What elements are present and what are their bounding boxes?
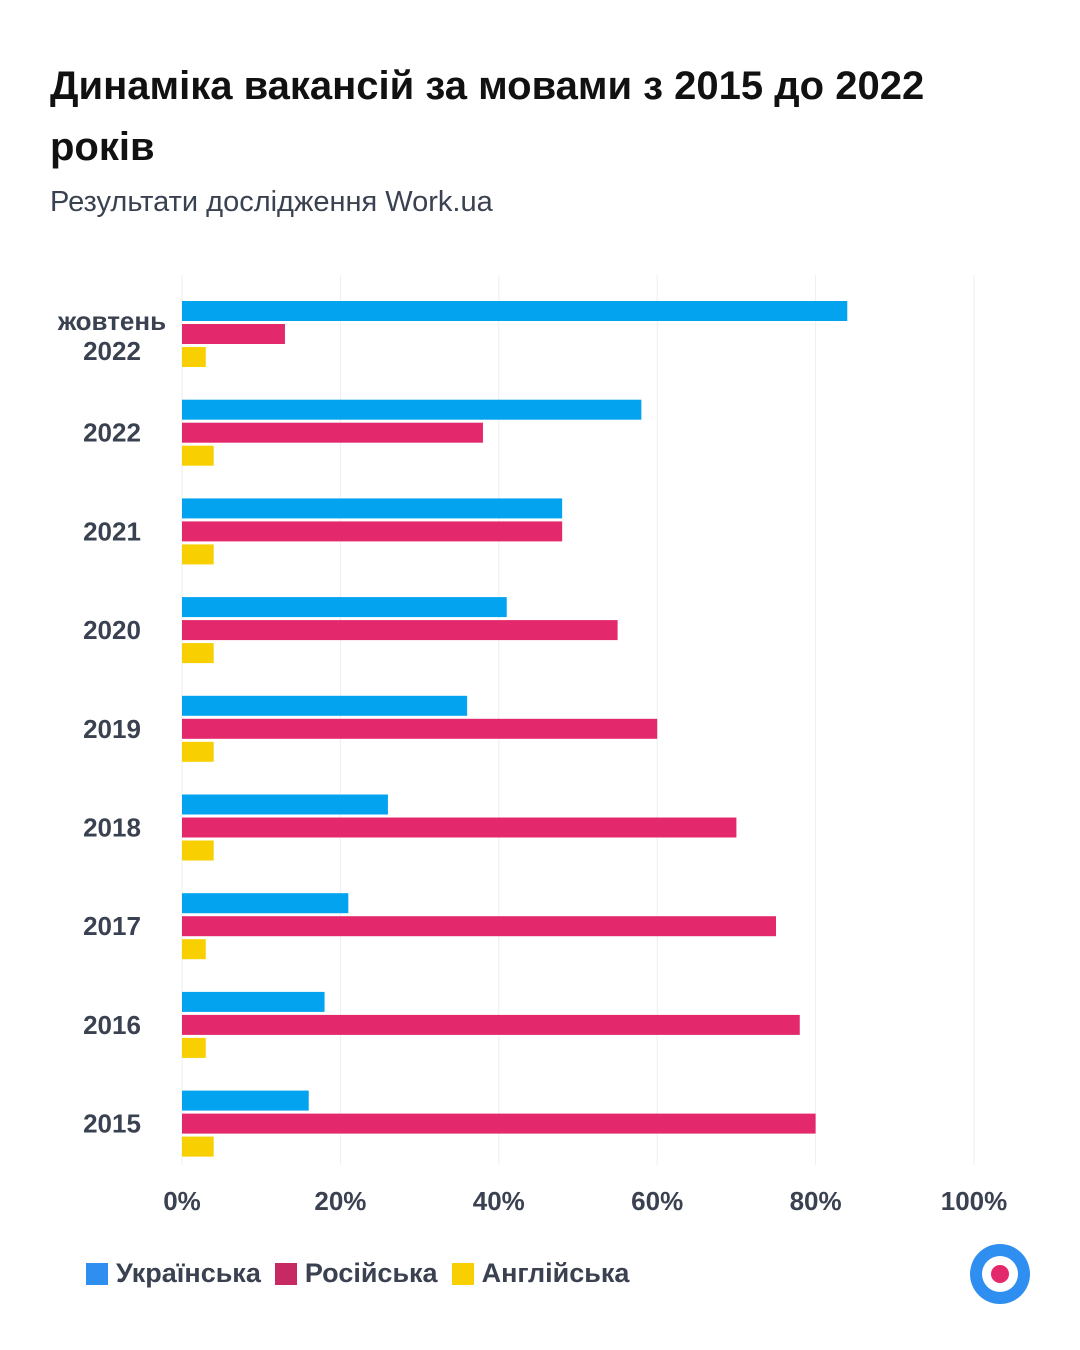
legend-item-english: Англійська [451,1258,630,1289]
category-label: 2017 [83,911,141,941]
workua-logo-icon [970,1244,1030,1304]
category-label: 2020 [83,615,141,645]
legend-item-russian: Російська [274,1258,438,1289]
bar-english [182,1136,214,1157]
bar-ukrainian [182,794,388,815]
bar-english [182,741,214,762]
legend-label: Англійська [481,1258,630,1288]
category-label: 2021 [83,516,141,546]
bar-ukrainian [182,498,563,519]
category-label: 2016 [83,1010,141,1040]
bar-english [182,840,214,861]
category-label: 2018 [83,813,141,843]
bar-russian [182,1113,816,1134]
bar-russian [182,817,737,838]
legend-label: Російська [304,1258,438,1288]
bar-ukrainian [182,893,349,914]
legend-swatch [451,1262,474,1285]
category-label: жовтень [57,306,166,336]
bar-english [182,939,206,960]
bar-russian [182,324,285,344]
legend-item-ukrainian: Українська [86,1258,261,1289]
bar-english [182,347,206,367]
bar-russian [182,620,618,641]
legend: Українська Російська Англійська [86,1258,629,1289]
bar-ukrainian [182,991,325,1012]
legend-label: Українська [116,1258,261,1288]
bar-english [182,1037,206,1058]
x-tick-label: 100% [941,1186,1008,1216]
bar-english [182,445,214,466]
bar-ukrainian [182,695,468,716]
bar-ukrainian [182,399,642,420]
legend-swatch [86,1262,108,1285]
x-tick-label: 20% [314,1186,366,1216]
category-label: 2022 [83,336,141,366]
chart-subtitle: Результати дослідження Work.ua [50,186,493,218]
x-tick-label: 0% [163,1186,201,1216]
bar-russian [182,718,658,739]
category-label: 2015 [83,1109,141,1139]
bar-russian [182,916,776,937]
x-tick-label: 60% [631,1186,683,1216]
bar-russian [182,1014,800,1035]
x-tick-label: 40% [473,1186,525,1216]
legend-swatch [274,1262,297,1285]
bar-ukrainian [182,1090,309,1111]
bar-russian [182,422,483,443]
bar-english [182,643,214,664]
bar-english [182,544,214,565]
category-label: 2022 [83,418,141,448]
bar-russian [182,521,563,542]
chart-title: Динаміка вакансій за мовами з 2015 до 20… [50,64,925,169]
x-tick-label: 80% [790,1186,842,1216]
category-label: 2019 [83,714,141,744]
bar-ukrainian [182,597,507,618]
bar-ukrainian [182,301,848,321]
